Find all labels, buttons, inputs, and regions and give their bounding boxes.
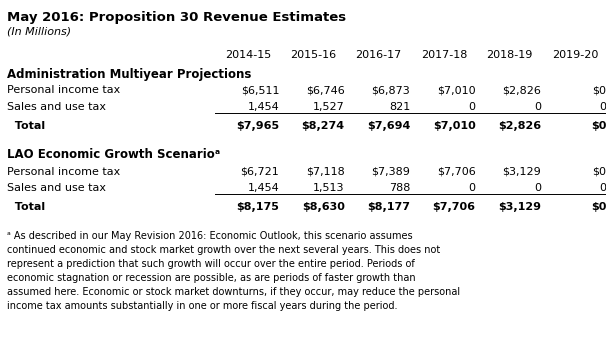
Text: $0: $0 bbox=[593, 85, 606, 95]
Text: $8,177: $8,177 bbox=[367, 202, 410, 212]
Text: $0: $0 bbox=[591, 121, 606, 131]
Text: $6,746: $6,746 bbox=[306, 85, 345, 95]
Text: 0: 0 bbox=[468, 102, 476, 112]
Text: 2015-16: 2015-16 bbox=[290, 50, 336, 60]
Text: 0: 0 bbox=[468, 183, 476, 193]
Text: 788: 788 bbox=[389, 183, 410, 193]
Text: Sales and use tax: Sales and use tax bbox=[7, 102, 106, 112]
Text: Sales and use tax: Sales and use tax bbox=[7, 183, 106, 193]
Text: $6,511: $6,511 bbox=[241, 85, 279, 95]
Text: $0: $0 bbox=[591, 202, 606, 212]
Text: 2017-18: 2017-18 bbox=[421, 50, 467, 60]
Text: Personal income tax: Personal income tax bbox=[7, 85, 121, 95]
Text: 0: 0 bbox=[534, 102, 541, 112]
Text: Total: Total bbox=[7, 121, 45, 131]
Text: $8,630: $8,630 bbox=[302, 202, 345, 212]
Text: $7,389: $7,389 bbox=[371, 167, 410, 176]
Text: 2018-19: 2018-19 bbox=[487, 50, 533, 60]
Text: $3,129: $3,129 bbox=[502, 167, 541, 176]
Text: Personal income tax: Personal income tax bbox=[7, 167, 121, 176]
Text: ᵃ As described in our May Revision 2016: Economic Outlook, this scenario assumes: ᵃ As described in our May Revision 2016:… bbox=[7, 231, 461, 311]
Text: Administration Multiyear Projections: Administration Multiyear Projections bbox=[7, 68, 251, 81]
Text: $7,706: $7,706 bbox=[437, 167, 476, 176]
Text: $6,721: $6,721 bbox=[241, 167, 279, 176]
Text: LAO Economic Growth Scenarioᵃ: LAO Economic Growth Scenarioᵃ bbox=[7, 148, 221, 161]
Text: May 2016: Proposition 30 Revenue Estimates: May 2016: Proposition 30 Revenue Estimat… bbox=[7, 11, 347, 24]
Text: $2,826: $2,826 bbox=[502, 85, 541, 95]
Text: 0: 0 bbox=[599, 102, 606, 112]
Text: 2019-20: 2019-20 bbox=[552, 50, 598, 60]
Text: 1,513: 1,513 bbox=[313, 183, 345, 193]
Text: $7,010: $7,010 bbox=[437, 85, 476, 95]
Text: $6,873: $6,873 bbox=[371, 85, 410, 95]
Text: $2,826: $2,826 bbox=[498, 121, 541, 131]
Text: $7,706: $7,706 bbox=[433, 202, 476, 212]
Text: 1,454: 1,454 bbox=[247, 183, 279, 193]
Text: $7,118: $7,118 bbox=[306, 167, 345, 176]
Text: $7,694: $7,694 bbox=[367, 121, 410, 131]
Text: $7,010: $7,010 bbox=[433, 121, 476, 131]
Text: $7,965: $7,965 bbox=[236, 121, 279, 131]
Text: $8,175: $8,175 bbox=[236, 202, 279, 212]
Text: 821: 821 bbox=[389, 102, 410, 112]
Text: 2014-15: 2014-15 bbox=[225, 50, 271, 60]
Text: Total: Total bbox=[7, 202, 45, 212]
Text: $0: $0 bbox=[593, 167, 606, 176]
Text: (In Millions): (In Millions) bbox=[7, 26, 72, 36]
Text: 1,454: 1,454 bbox=[247, 102, 279, 112]
Text: 1,527: 1,527 bbox=[313, 102, 345, 112]
Text: $3,129: $3,129 bbox=[498, 202, 541, 212]
Text: 0: 0 bbox=[599, 183, 606, 193]
Text: 2016-17: 2016-17 bbox=[356, 50, 402, 60]
Text: 0: 0 bbox=[534, 183, 541, 193]
Text: $8,274: $8,274 bbox=[302, 121, 345, 131]
